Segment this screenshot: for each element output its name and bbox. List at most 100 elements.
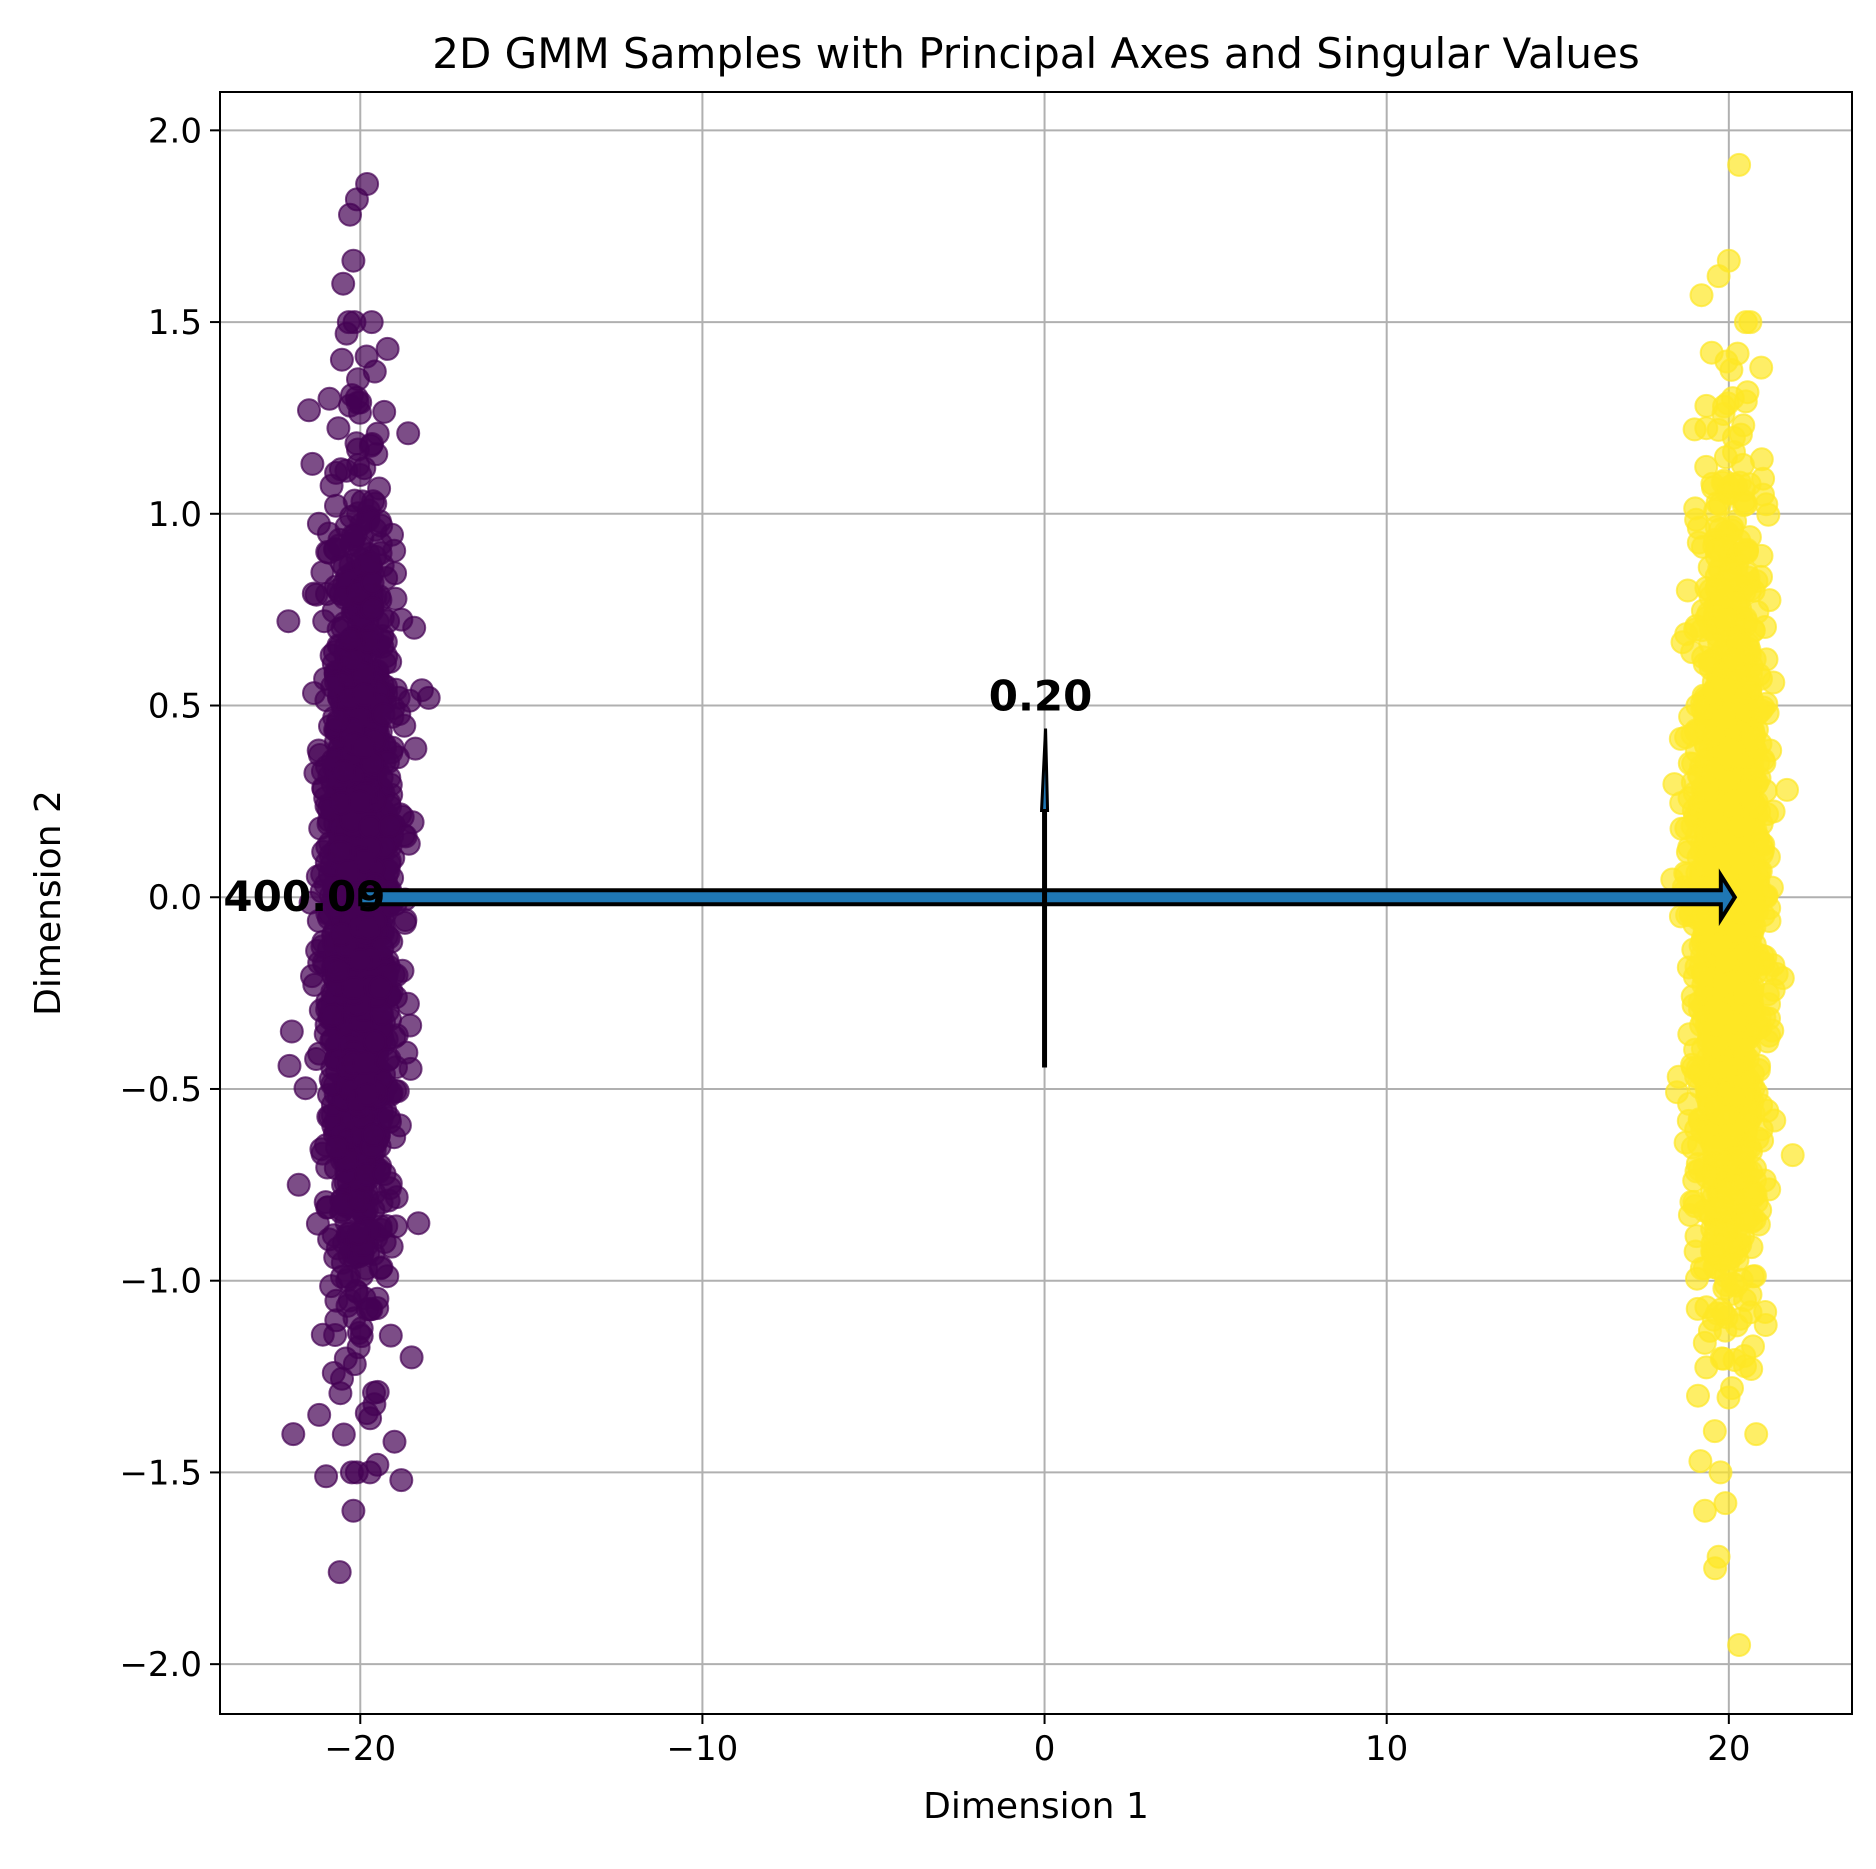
scatter-point (1682, 417, 1707, 442)
scatter-point (371, 702, 396, 727)
scatter-point (402, 615, 427, 640)
scatter-point (360, 570, 385, 595)
y-axis-label: Dimension 2 (28, 790, 69, 1016)
scatter-point (399, 1345, 424, 1370)
y-tick-label: 2.0 (148, 111, 202, 151)
scatter-point (1713, 1491, 1738, 1516)
scatter-point (1713, 678, 1738, 703)
scatter-point (1668, 904, 1693, 929)
scatter-point (377, 1105, 402, 1130)
scatter-point (1739, 949, 1764, 974)
scatter-point (1697, 649, 1722, 674)
scatter-point (297, 398, 321, 423)
scatter-point (1690, 534, 1715, 559)
scatter-point (375, 336, 400, 361)
scatter-point (1675, 578, 1700, 603)
scatter-point (378, 1323, 403, 1348)
scatter-point (1733, 981, 1758, 1006)
scatter-point (286, 1172, 311, 1197)
scatter-point (334, 321, 359, 346)
scatter-point (350, 1263, 375, 1288)
scatter-point (1764, 961, 1789, 986)
scatter-point (312, 609, 337, 634)
scatter-point (352, 1050, 377, 1075)
scatter-point (293, 1076, 318, 1101)
y-tick-label: −0.5 (119, 1070, 202, 1110)
scatter-point (326, 416, 351, 441)
y-tick-label: −1.5 (119, 1453, 202, 1493)
scatter-point (325, 958, 350, 983)
x-tick-label: 20 (1707, 1729, 1750, 1769)
scatter-point (1703, 498, 1728, 523)
scatter-point (326, 708, 351, 733)
scatter-point (341, 976, 366, 1000)
scatter-point (1684, 1064, 1709, 1089)
scatter-point (300, 451, 325, 476)
scatter-point (1694, 1295, 1719, 1320)
scatter-point (276, 609, 301, 634)
scatter-point (347, 1188, 372, 1213)
scatter-point (1738, 1282, 1763, 1307)
scatter-point (341, 248, 366, 273)
scatter-point (307, 1402, 332, 1427)
scatter-point (303, 761, 328, 786)
scatter-point (1775, 777, 1799, 802)
scatter-point (1751, 482, 1775, 507)
scatter-point (1761, 670, 1786, 695)
scatter-point (1715, 1179, 1740, 1204)
x-axis-label: Dimension 1 (923, 1786, 1149, 1827)
scatter-point (317, 386, 342, 411)
scatter-point (1749, 698, 1774, 723)
scatter-point (362, 1380, 386, 1405)
x-tick-label: −20 (324, 1729, 396, 1769)
scatter-point (378, 649, 403, 674)
singular-value-2-label: 0.20 (989, 672, 1093, 721)
scatter-point (1751, 747, 1776, 772)
scatter-point (1729, 851, 1754, 876)
y-tick-label: 1.5 (148, 303, 202, 343)
scatter-point (338, 393, 362, 418)
y-tick-label: 0.5 (148, 687, 202, 727)
scatter-point (1677, 1022, 1702, 1047)
chart-title: 2D GMM Samples with Principal Axes and S… (432, 29, 1639, 78)
scatter-point (314, 1464, 339, 1489)
scatter-point (359, 310, 384, 335)
scatter-point (1688, 1449, 1713, 1474)
scatter-point (416, 685, 441, 710)
scatter-point (351, 734, 376, 759)
scatter-point (348, 948, 373, 973)
scatter-point (1731, 413, 1756, 438)
scatter-point (1711, 705, 1736, 729)
scatter-point (279, 1019, 304, 1044)
scatter-point (346, 1221, 371, 1246)
scatter-point (1675, 840, 1700, 865)
scatter-point (327, 1560, 352, 1585)
scatter-point (1721, 647, 1746, 672)
scatter-point (277, 1053, 302, 1078)
scatter-point (1697, 1318, 1722, 1343)
x-tick-label: 0 (1034, 1729, 1056, 1769)
scatter-point (1694, 454, 1719, 479)
scatter-point (367, 476, 392, 501)
scatter-point (372, 1162, 397, 1187)
scatter-point (357, 550, 382, 575)
scatter-point (331, 271, 356, 296)
scatter-point (1709, 1001, 1734, 1026)
scatter-point (1689, 283, 1714, 308)
y-tick-label: 0.0 (148, 878, 202, 918)
principal-axis-2-arrow (1039, 728, 1050, 1068)
scatter-point (1685, 1266, 1709, 1291)
scatter-point (1711, 1346, 1736, 1371)
scatter-point (351, 682, 376, 707)
scatter-point (1690, 598, 1715, 623)
scatter-point (406, 1211, 431, 1236)
scatter-point (389, 1468, 414, 1493)
scatter-point (1680, 722, 1705, 747)
scatter-point (358, 815, 383, 840)
scatter-point (1741, 792, 1766, 817)
scatter-point (301, 581, 326, 606)
scatter-point (372, 399, 397, 424)
scatter-point (392, 910, 417, 935)
